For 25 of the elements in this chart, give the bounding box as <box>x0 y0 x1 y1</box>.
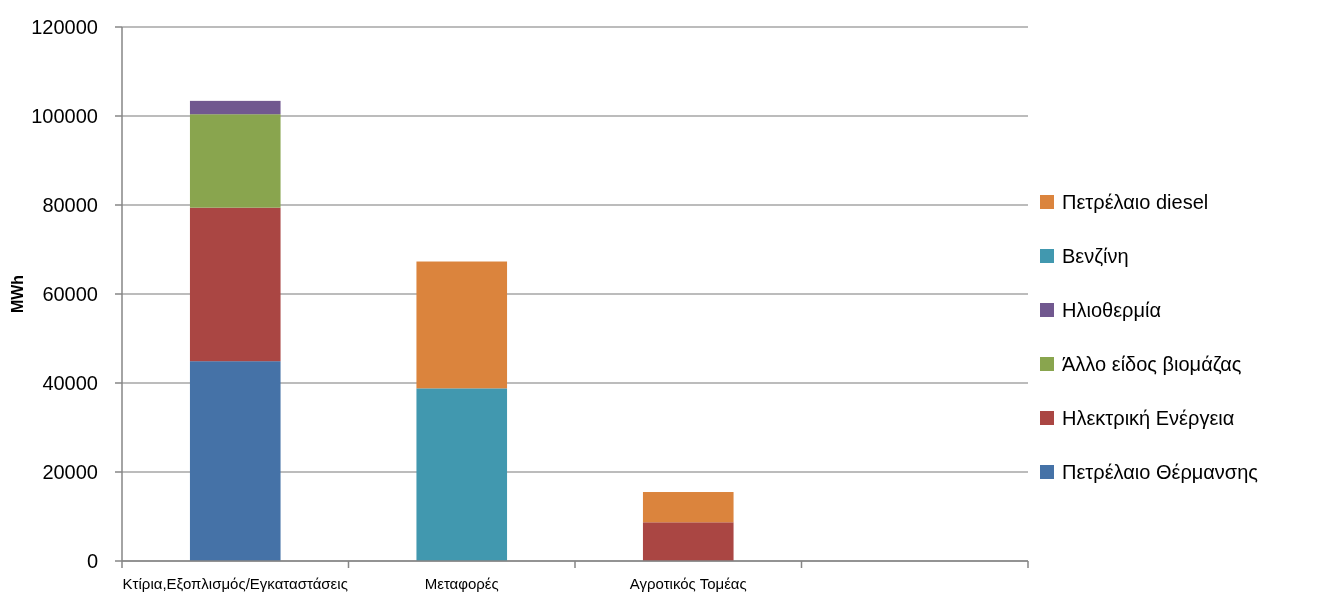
legend-label: Πετρέλαιο diesel <box>1062 191 1209 213</box>
y-tick-label: 80000 <box>42 194 98 216</box>
legend-label: Ηλιοθερμία <box>1062 299 1161 321</box>
bar <box>642 522 734 561</box>
bar <box>416 388 508 561</box>
bar <box>189 100 281 115</box>
x-tick-label: Μεταφορές <box>424 575 499 592</box>
legend-label: Ηλεκτρική Ενέργεια <box>1062 407 1235 429</box>
y-tick-label: 20000 <box>42 461 98 483</box>
legend-label: Πετρέλαιο Θέρμανσης <box>1062 461 1259 483</box>
x-tick-label: Κτίρια,Εξοπλισμός/Εγκαταστάσεις <box>122 575 348 592</box>
bar <box>189 361 281 561</box>
y-tick-label: 0 <box>86 550 98 572</box>
y-tick-label: 40000 <box>42 372 98 394</box>
bar <box>642 492 734 523</box>
y-tick-label: 60000 <box>42 283 98 305</box>
y-tick-label: 120000 <box>31 16 98 38</box>
bar <box>416 261 508 389</box>
legend-label: Βενζίνη <box>1062 245 1129 267</box>
x-tick-label: Αγροτικός Τομέας <box>629 575 747 592</box>
y-axis-title: MWh <box>9 274 26 314</box>
bar <box>189 207 281 362</box>
legend-label: Άλλο είδος βιομάζας <box>1062 353 1242 375</box>
y-tick-label: 100000 <box>31 105 98 127</box>
bar <box>189 114 281 208</box>
